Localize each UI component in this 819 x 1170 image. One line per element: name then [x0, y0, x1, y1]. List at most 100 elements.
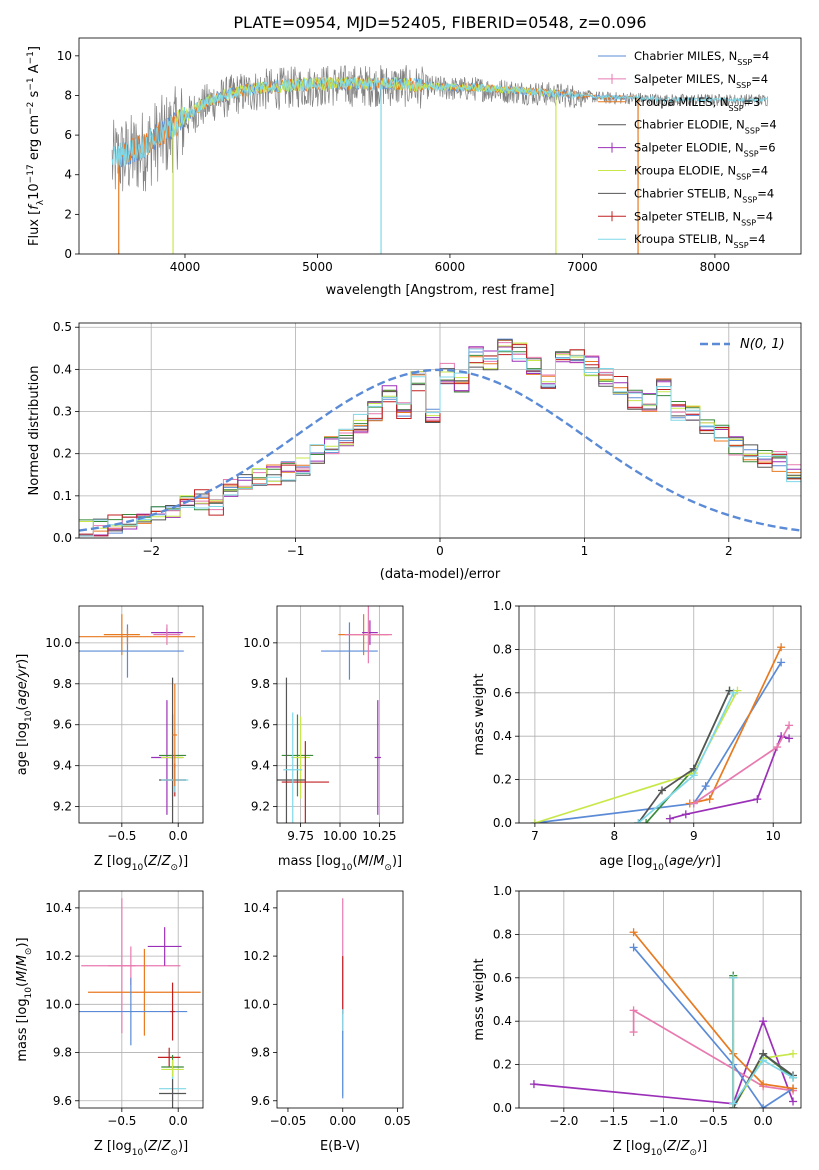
- label-part: ]: [27, 46, 42, 51]
- x-axis-label: age [log10(age/yr)]: [599, 854, 721, 873]
- mass_vs_z-errorbars: [79, 898, 201, 1108]
- weight-line: [632, 946, 794, 1108]
- weight_vs_age-lines: [530, 643, 794, 823]
- weight_vs_z-axes: −2.0 −1.5 −1.0 −0.5 0.0 0.0 0.2 0.4 0.6 0.8 1.0: [493, 884, 801, 1128]
- x-axis-label: (data-model)/error: [380, 567, 501, 582]
- x-tick-label: 0.0: [169, 1114, 188, 1128]
- x-tick-label: 9: [690, 829, 698, 843]
- label-part: )]: [711, 854, 721, 869]
- label-part: 10: [652, 863, 664, 873]
- legend-text: Chabrier ELODIE, N: [634, 118, 745, 132]
- label-part: mass [log: [278, 854, 341, 869]
- label-part: ⊙: [24, 948, 34, 956]
- weight_vs_age-axes: 7 8 9 10 0.0 0.2 0.4 0.6 0.8 1.0: [493, 599, 801, 843]
- label-part: 10: [132, 1148, 144, 1158]
- y-tick-label: 9.4: [53, 759, 72, 773]
- label-part: age/yr: [15, 662, 30, 705]
- y-tick-label: 0.4: [493, 729, 512, 743]
- residuals-axes: −2 −1 0 1 2 0.0 0.1 0.2 0.3 0.4 0.5: [53, 320, 801, 558]
- x-tick-label: 5000: [302, 260, 333, 274]
- legend-end: =6: [759, 141, 776, 155]
- x-tick-label: 7: [531, 829, 539, 843]
- axes-frame: [78, 605, 204, 824]
- y-tick-label: 0.0: [493, 816, 512, 830]
- label-part: )]: [697, 1139, 707, 1154]
- x-tick-label: 0.0: [169, 829, 188, 843]
- weight-line: [533, 1018, 794, 1105]
- label-part: ⊙: [384, 863, 392, 873]
- x-tick-label: 9.75: [287, 829, 314, 843]
- age_vs_z-errorbars: [79, 614, 196, 823]
- y-tick-label: 10.4: [45, 901, 72, 915]
- label-part: (: [15, 982, 30, 987]
- x-tick-label: 1: [581, 544, 589, 558]
- legend-end: =3: [744, 95, 761, 109]
- label-part: mass [log: [15, 998, 30, 1061]
- y-tick-label: 10.0: [243, 997, 270, 1011]
- legend-label: Chabrier MILES, NSSP=4: [634, 49, 769, 67]
- legend-text: Salpeter STELIB, N: [634, 209, 741, 223]
- label-part: age [log: [599, 854, 652, 869]
- label-part: 10: [27, 183, 42, 200]
- label-part: Z: [161, 1139, 172, 1154]
- label-part: ⊙: [170, 863, 178, 873]
- y-tick-label: 0.6: [493, 971, 512, 985]
- y-tick-label: 10.0: [243, 636, 270, 650]
- label-part: )]: [392, 854, 402, 869]
- y-tick-label: 10.0: [45, 636, 72, 650]
- legend-sub: SSP: [742, 195, 757, 204]
- label-part: f: [27, 203, 42, 210]
- label-part: )]: [15, 937, 30, 947]
- legend-end: =4: [760, 118, 777, 132]
- weight-line: [637, 690, 731, 823]
- y-tick-label: 0.2: [493, 1058, 512, 1072]
- legend-sub: SSP: [729, 103, 744, 112]
- label-part: Z: [147, 854, 158, 869]
- label-part: (: [664, 854, 669, 869]
- weight-line: [534, 690, 739, 823]
- label-part: ⊙: [170, 1148, 178, 1158]
- x-tick-label: 10.25: [362, 829, 396, 843]
- y-tick-label: 6: [64, 128, 72, 142]
- residual-histograms: [79, 338, 801, 537]
- legend-sub: SSP: [741, 218, 756, 227]
- y-tick-label: 9.8: [53, 1046, 72, 1060]
- legend-label: Chabrier ELODIE, NSSP=4: [634, 118, 777, 136]
- label-part: 10: [651, 1148, 663, 1158]
- label-part: age [log: [15, 722, 30, 775]
- y-axis-label: mass weight: [472, 958, 487, 1040]
- spectrum-lines: [111, 65, 769, 254]
- legend-sub: SSP: [744, 149, 759, 158]
- x-tick-label: −1.5: [599, 1114, 628, 1128]
- x-tick-label: 2: [725, 544, 733, 558]
- y-tick-label: 10.0: [45, 997, 72, 1011]
- label-part: Z: [147, 1139, 158, 1154]
- label-part: /: [676, 1139, 681, 1154]
- label-part: M: [358, 854, 369, 869]
- x-axis-label: Z [log10(Z/Z⊙)]: [94, 854, 188, 873]
- weight-line: [534, 661, 782, 823]
- weight-line: [632, 931, 794, 1090]
- label-part: s: [27, 90, 42, 101]
- label-part: (: [143, 854, 148, 869]
- y-tick-label: 10.2: [243, 949, 270, 963]
- legend-label: Chabrier STELIB, NSSP=4: [634, 186, 774, 204]
- axes-frame: [276, 890, 404, 1109]
- x-tick-label: −2.0: [549, 1114, 578, 1128]
- label-part: /: [157, 1139, 162, 1154]
- label-part: −1: [26, 77, 36, 90]
- x-tick-label: −1: [287, 544, 305, 558]
- x-tick-label: −2: [142, 544, 160, 558]
- legend-end: =4: [757, 186, 774, 200]
- y-tick-label: 1.0: [493, 884, 512, 898]
- x-tick-label: −0.5: [699, 1114, 728, 1128]
- label-part: −2: [26, 102, 36, 115]
- x-axis-label: Z [log10(Z/Z⊙)]: [613, 1139, 707, 1158]
- y-axis-label: Flux [fλ10−17 erg cm−2 s−1 A−1]: [26, 46, 46, 246]
- legend-end: =4: [756, 209, 773, 223]
- legend-end: =4: [751, 72, 768, 86]
- legend-text: Chabrier STELIB, N: [634, 186, 742, 200]
- x-tick-label: 10.00: [323, 829, 357, 843]
- y-tick-label: 0.6: [493, 686, 512, 700]
